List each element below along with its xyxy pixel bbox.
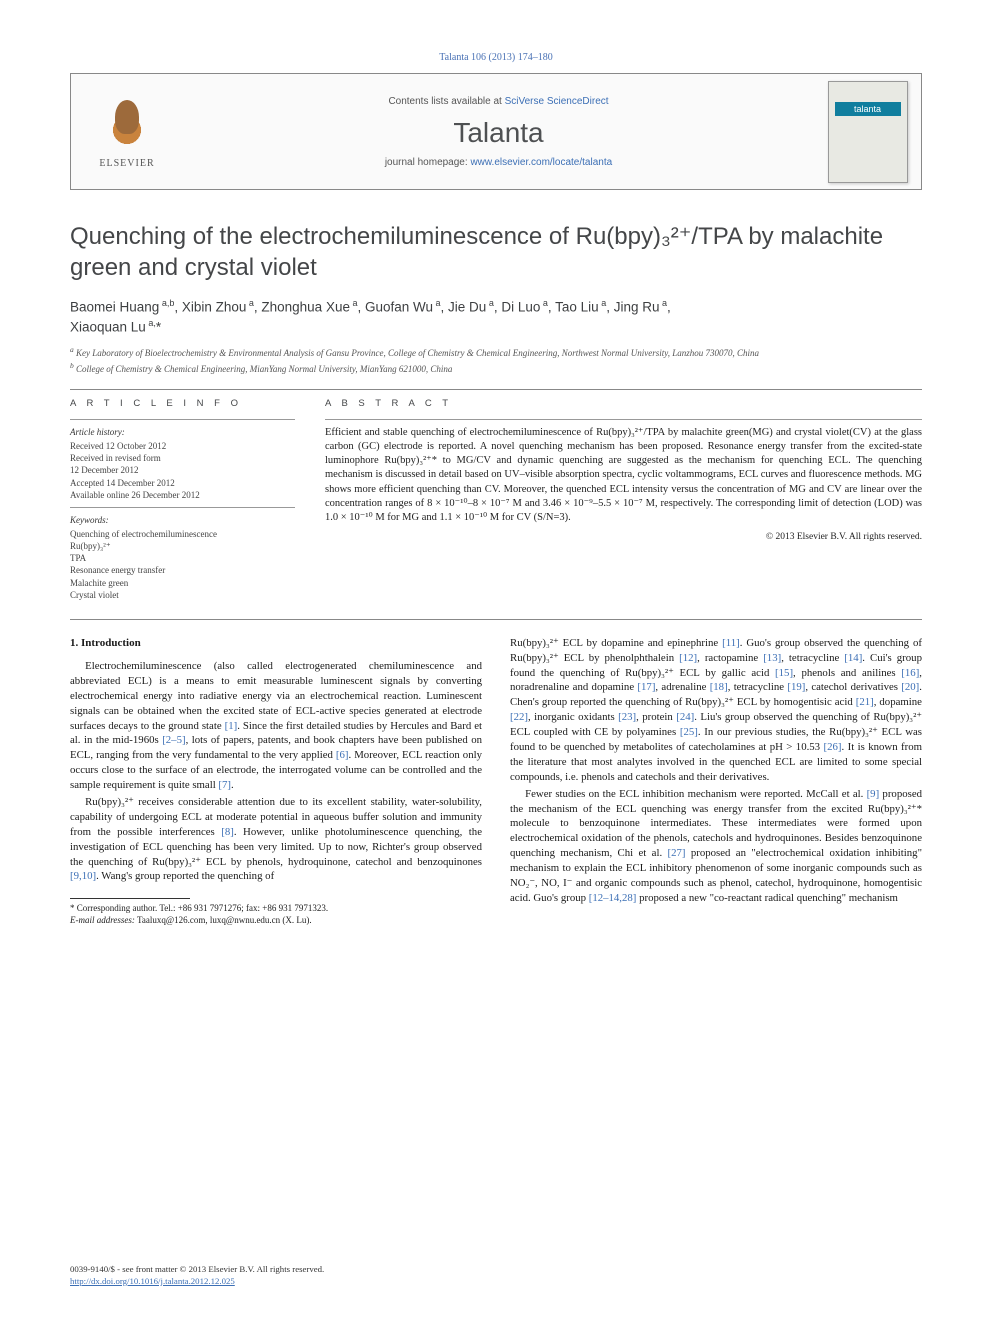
journal-cover-label: talanta	[835, 102, 901, 116]
issn-line: 0039-9140/$ - see front matter © 2013 El…	[70, 1264, 922, 1275]
corresponding-line-2: E-mail addresses: Taaluxq@126.com, luxq@…	[70, 915, 482, 927]
keyword-item: Resonance energy transfer	[70, 564, 295, 576]
keyword-item: Malachite green	[70, 577, 295, 589]
corresponding-emails: Taaluxq@126.com, luxq@nwnu.edu.cn (X. Lu…	[135, 915, 312, 925]
keyword-item: TPA	[70, 552, 295, 564]
article-history-label: Article history:	[70, 426, 295, 438]
section-rule-2	[70, 619, 922, 620]
affiliation-a: a Key Laboratory of Bioelectrochemistry …	[70, 345, 922, 359]
history-received: Received 12 October 2012	[70, 440, 295, 452]
info-rule-1	[70, 419, 295, 420]
article-info-column: A R T I C L E I N F O Article history: R…	[70, 398, 295, 601]
contents-available-line: Contents lists available at SciVerse Sci…	[388, 96, 608, 107]
publisher-label: ELSEVIER	[99, 158, 154, 169]
affiliation-b: b College of Chemistry & Chemical Engine…	[70, 361, 922, 375]
doi-link[interactable]: http://dx.doi.org/10.1016/j.talanta.2012…	[70, 1276, 235, 1286]
body-paragraph: Ru(bpy)₃²⁺ ECL by dopamine and epinephri…	[510, 636, 922, 785]
body-paragraph: Ru(bpy)₃²⁺ receives considerable attenti…	[70, 795, 482, 884]
keywords-label: Keywords:	[70, 514, 295, 526]
body-paragraph: Electrochemiluminescence (also called el…	[70, 659, 482, 793]
contents-prefix: Contents lists available at	[388, 96, 504, 107]
journal-cover-cell: talanta	[814, 74, 921, 189]
body-paragraph: Fewer studies on the ECL inhibition mech…	[510, 787, 922, 906]
article-info-heading: A R T I C L E I N F O	[70, 398, 295, 411]
page-footer: 0039-9140/$ - see front matter © 2013 El…	[70, 1264, 922, 1287]
keyword-item: Ru(bpy)₃²⁺	[70, 540, 295, 552]
corresponding-line-1: * Corresponding author. Tel.: +86 931 79…	[70, 903, 482, 915]
authors-line: Baomei Huang a,b, Xibin Zhou a, Zhonghua…	[70, 297, 922, 336]
body-two-column: 1. Introduction Electrochemiluminescence…	[70, 636, 922, 927]
journal-name: Talanta	[453, 117, 543, 149]
abstract-copyright: © 2013 Elsevier B.V. All rights reserved…	[325, 531, 922, 544]
abstract-text: Efficient and stable quenching of electr…	[325, 426, 922, 525]
section-rule-1	[70, 389, 922, 390]
history-online: Available online 26 December 2012	[70, 489, 295, 501]
journal-cover-thumb: talanta	[828, 81, 908, 183]
journal-homepage-link[interactable]: www.elsevier.com/locate/talanta	[470, 157, 612, 168]
publisher-logo-cell: ELSEVIER	[71, 74, 183, 189]
sciencedirect-link[interactable]: SciVerse ScienceDirect	[505, 96, 609, 107]
abstract-rule	[325, 419, 922, 420]
footnote-separator	[70, 898, 190, 899]
keyword-item: Crystal violet	[70, 589, 295, 601]
keyword-item: Quenching of electrochemiluminescence	[70, 528, 295, 540]
abstract-column: A B S T R A C T Efficient and stable que…	[325, 398, 922, 601]
journal-header-center: Contents lists available at SciVerse Sci…	[183, 74, 814, 189]
history-revised: Received in revised form 12 December 201…	[70, 452, 295, 476]
journal-homepage-line: journal homepage: www.elsevier.com/locat…	[385, 157, 612, 168]
section-1-heading: 1. Introduction	[70, 636, 482, 651]
abstract-heading: A B S T R A C T	[325, 398, 922, 411]
journal-header-box: ELSEVIER Contents lists available at Sci…	[70, 73, 922, 190]
homepage-prefix: journal homepage:	[385, 157, 471, 168]
history-accepted: Accepted 14 December 2012	[70, 477, 295, 489]
corresponding-author-block: * Corresponding author. Tel.: +86 931 79…	[70, 903, 482, 926]
journal-reference: Talanta 106 (2013) 174–180	[70, 52, 922, 63]
article-title: Quenching of the electrochemiluminescenc…	[70, 222, 922, 283]
email-label: E-mail addresses:	[70, 915, 135, 925]
info-rule-2	[70, 507, 295, 508]
elsevier-tree-icon	[97, 94, 157, 154]
